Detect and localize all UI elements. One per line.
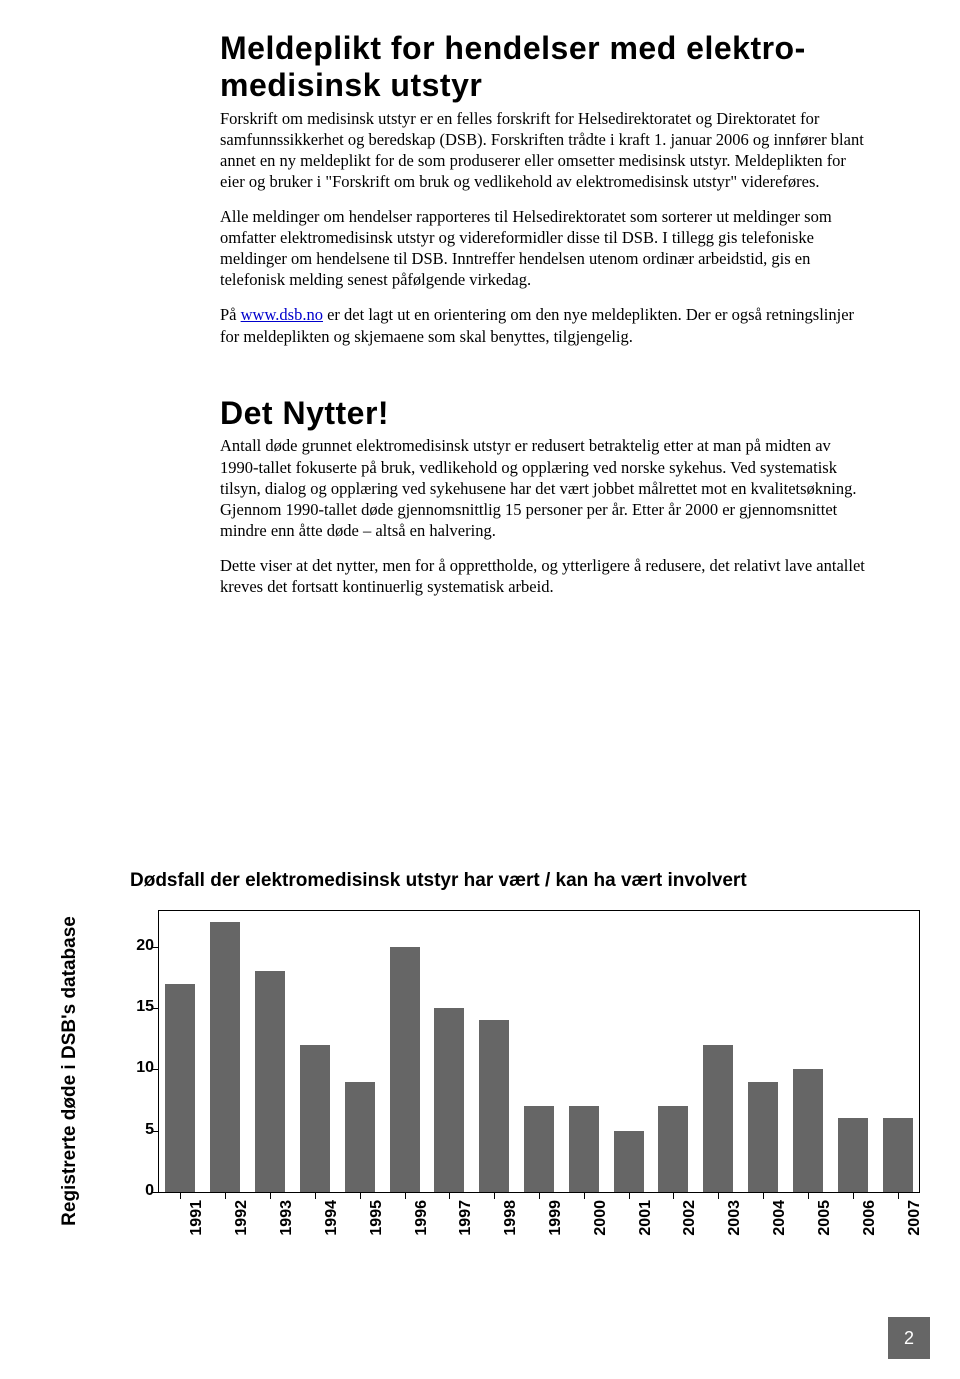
- xtick-mark: [898, 1192, 899, 1199]
- ytick-mark: [152, 1192, 158, 1193]
- section1-title: Meldeplikt for hendelser med elektro­med…: [220, 30, 870, 104]
- chart-container: Dødsfall der elektromedisinsk utstyr har…: [40, 870, 920, 1290]
- ytick-label: 15: [130, 998, 154, 1016]
- bar: [748, 1082, 778, 1192]
- xtick-mark: [225, 1192, 226, 1199]
- bar: [390, 947, 420, 1192]
- xtick-label: 1994: [323, 1200, 341, 1260]
- ytick-mark: [152, 1069, 158, 1070]
- xtick-label: 2003: [726, 1200, 744, 1260]
- xtick-label: 2006: [861, 1200, 879, 1260]
- bar: [255, 971, 285, 1192]
- ytick-label: 10: [130, 1059, 154, 1077]
- xtick-label: 1992: [233, 1200, 251, 1260]
- section1-p1: Forskrift om medisinsk utstyr er en fell…: [220, 108, 870, 192]
- ytick-label: 5: [130, 1121, 154, 1139]
- section1-p3: På www.dsb.no er det lagt ut en orienter…: [220, 304, 870, 346]
- bar: [210, 922, 240, 1192]
- xtick-label: 2000: [592, 1200, 610, 1260]
- xtick-label: 1993: [278, 1200, 296, 1260]
- bar: [479, 1020, 509, 1192]
- xtick-mark: [853, 1192, 854, 1199]
- xtick-label: 2007: [906, 1200, 924, 1260]
- bar: [345, 1082, 375, 1192]
- bar: [434, 1008, 464, 1192]
- bar: [838, 1118, 868, 1192]
- bar: [300, 1045, 330, 1192]
- section1-p2: Alle meldinger om hendelser rapporteres …: [220, 206, 870, 290]
- xtick-mark: [180, 1192, 181, 1199]
- section2-p1: Antall døde grunnet elektromedisinsk uts…: [220, 435, 870, 541]
- xtick-mark: [629, 1192, 630, 1199]
- ytick-mark: [152, 1008, 158, 1009]
- ytick-mark: [152, 947, 158, 948]
- chart-ylabel: Registrerte døde i DSB's database: [59, 871, 81, 1271]
- xtick-mark: [539, 1192, 540, 1199]
- xtick-mark: [808, 1192, 809, 1199]
- p3-pre: På: [220, 305, 241, 324]
- page-number: 2: [888, 1317, 930, 1359]
- xtick-mark: [763, 1192, 764, 1199]
- bar: [569, 1106, 599, 1192]
- xtick-mark: [449, 1192, 450, 1199]
- xtick-mark: [494, 1192, 495, 1199]
- xtick-mark: [584, 1192, 585, 1199]
- xtick-label: 1991: [188, 1200, 206, 1260]
- bar: [793, 1069, 823, 1192]
- section2-title: Det Nytter!: [220, 395, 870, 432]
- xtick-label: 1998: [502, 1200, 520, 1260]
- xtick-mark: [405, 1192, 406, 1199]
- bar: [614, 1131, 644, 1192]
- xtick-label: 2004: [771, 1200, 789, 1260]
- section2-p2: Dette viser at det nytter, men for å opp…: [220, 555, 870, 597]
- dsb-link[interactable]: www.dsb.no: [241, 305, 323, 324]
- ytick-label: 0: [130, 1182, 154, 1200]
- bar: [883, 1118, 913, 1192]
- xtick-label: 1997: [457, 1200, 475, 1260]
- bar: [524, 1106, 554, 1192]
- xtick-mark: [270, 1192, 271, 1199]
- chart-plot: 0510152019911992199319941995199619971998…: [130, 910, 920, 1210]
- ytick-mark: [152, 1131, 158, 1132]
- xtick-mark: [718, 1192, 719, 1199]
- xtick-label: 1999: [547, 1200, 565, 1260]
- bar: [658, 1106, 688, 1192]
- xtick-mark: [673, 1192, 674, 1199]
- xtick-mark: [315, 1192, 316, 1199]
- bar: [703, 1045, 733, 1192]
- ytick-label: 20: [130, 937, 154, 955]
- xtick-label: 1995: [368, 1200, 386, 1260]
- xtick-label: 1996: [413, 1200, 431, 1260]
- xtick-label: 2002: [681, 1200, 699, 1260]
- xtick-mark: [360, 1192, 361, 1199]
- bar: [165, 984, 195, 1192]
- xtick-label: 2005: [816, 1200, 834, 1260]
- xtick-label: 2001: [637, 1200, 655, 1260]
- chart-title: Dødsfall der elektromedisinsk utstyr har…: [130, 870, 920, 892]
